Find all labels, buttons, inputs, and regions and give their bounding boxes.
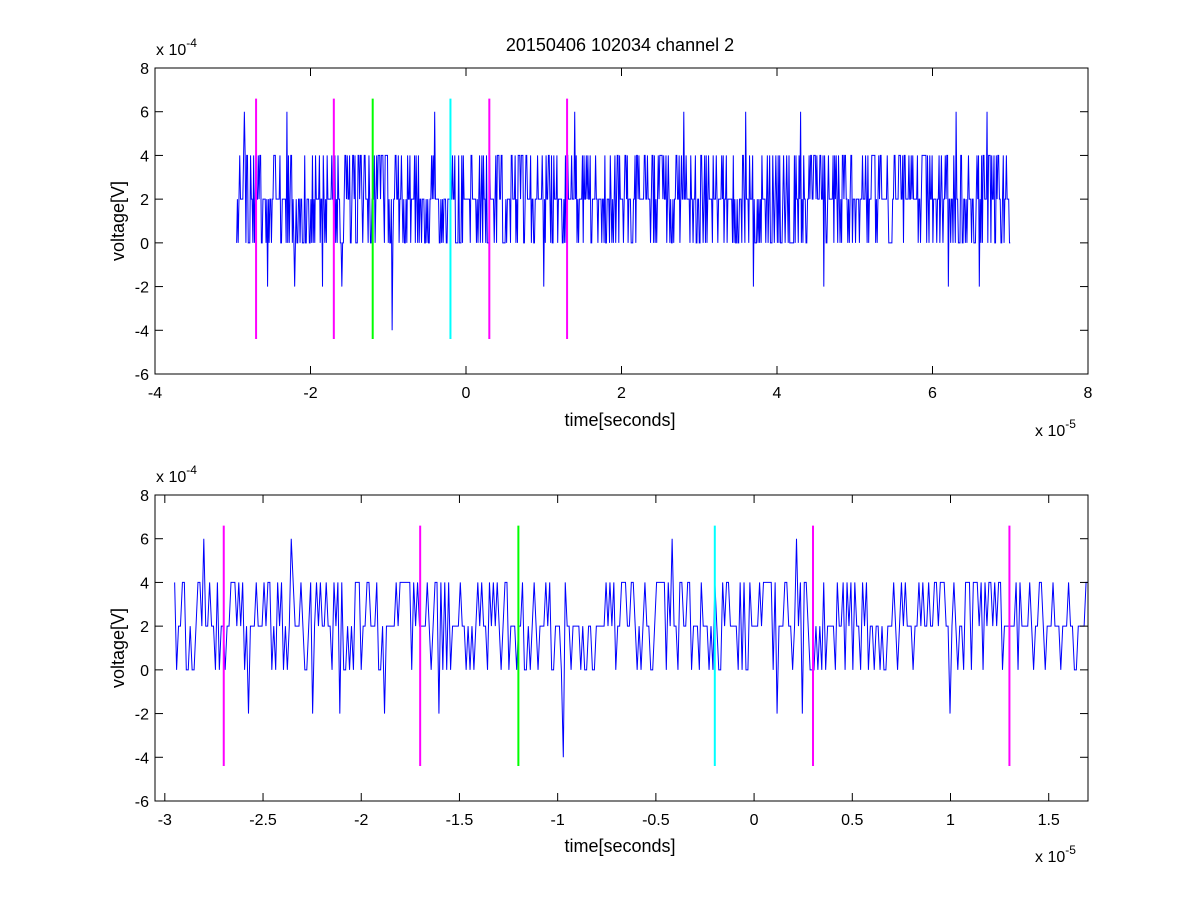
- bottom-x-tick-label: -3: [158, 812, 172, 829]
- top-x-exponent: x 10-5: [1035, 417, 1076, 440]
- top-y-tick-label: -4: [135, 323, 149, 340]
- bottom-y-tick-label: -4: [135, 750, 149, 767]
- bottom-x-tick-label: 0.5: [841, 812, 863, 829]
- top-plot-marks: [236, 98, 1011, 340]
- top-x-tick-label: 0: [462, 385, 471, 402]
- bottom-axes-box: [154, 494, 1089, 802]
- bottom-y-tick-label: 2: [140, 619, 149, 636]
- top-x-tick-label: 6: [928, 385, 937, 402]
- bottom-x-tick-label: -1.5: [446, 812, 474, 829]
- bottom-x-axis-label: time[seconds]: [564, 836, 675, 856]
- bottom-y-tick-label: 6: [140, 532, 149, 549]
- bottom-y-tick-label: 8: [140, 488, 149, 505]
- top-x-axis-label: time[seconds]: [564, 410, 675, 430]
- bottom-y-tick-label: -6: [135, 794, 149, 811]
- bottom-x-tick-label: -2: [354, 812, 368, 829]
- bottom-axes: -3 -2.5 -2 -1.5 -1 -0.5 0 0.5 1 1.5 -6 -4 -2 0 2 4 6 8 ti…: [108, 463, 1089, 866]
- top-y-exponent-power: -4: [186, 36, 197, 50]
- bottom-y-exponent: x 10-4: [156, 463, 197, 486]
- bottom-x-exponent: x 10-5: [1035, 843, 1076, 866]
- bottom-y-tick-label: 4: [140, 575, 149, 592]
- bottom-ticks: -3 -2.5 -2 -1.5 -1 -0.5 0 0.5 1 1.5 -6 -4 -2 0 2 4 6 8: [135, 488, 1088, 829]
- bottom-x-tick-label: -2.5: [249, 812, 277, 829]
- top-y-exponent: x 10-4: [156, 36, 197, 59]
- bottom-x-tick-label: 0: [750, 812, 759, 829]
- top-y-tick-label: 0: [140, 236, 149, 253]
- top-y-tick-label: 8: [140, 61, 149, 78]
- top-signal-line: [236, 111, 1011, 331]
- top-y-tick-label: -2: [135, 280, 149, 297]
- top-y-exponent-base: x 10: [156, 42, 186, 59]
- top-x-tick-label: 2: [617, 385, 626, 402]
- figure-title: 20150406 102034 channel 2: [506, 35, 734, 55]
- top-y-tick-label: 4: [140, 148, 149, 165]
- top-x-tick-label: -2: [303, 385, 317, 402]
- top-x-exponent-base: x 10: [1035, 423, 1065, 440]
- top-y-tick-label: 6: [140, 105, 149, 122]
- bottom-x-exponent-power: -5: [1065, 843, 1076, 857]
- top-y-tick-label: -6: [135, 367, 149, 384]
- bottom-y-exponent-power: -4: [186, 463, 197, 477]
- bottom-y-exponent-base: x 10: [156, 469, 186, 486]
- top-x-tick-label: 8: [1084, 385, 1093, 402]
- bottom-x-tick-label: -1: [551, 812, 565, 829]
- top-y-axis-label: voltage[V]: [108, 181, 128, 261]
- top-x-tick-label: -4: [148, 385, 162, 402]
- top-x-tick-label: 4: [773, 385, 782, 402]
- bottom-y-tick-label: 0: [140, 663, 149, 680]
- bottom-x-exponent-base: x 10: [1035, 849, 1065, 866]
- bottom-signal-line: [174, 538, 1088, 758]
- bottom-plot-marks: [174, 525, 1088, 767]
- top-x-exponent-power: -5: [1065, 417, 1076, 431]
- top-y-tick-label: 2: [140, 192, 149, 209]
- bottom-y-tick-label: -2: [135, 707, 149, 724]
- bottom-x-tick-label: 1: [946, 812, 955, 829]
- bottom-x-tick-label: 1.5: [1038, 812, 1060, 829]
- bottom-y-axis-label: voltage[V]: [108, 608, 128, 688]
- bottom-x-tick-label: -0.5: [642, 812, 670, 829]
